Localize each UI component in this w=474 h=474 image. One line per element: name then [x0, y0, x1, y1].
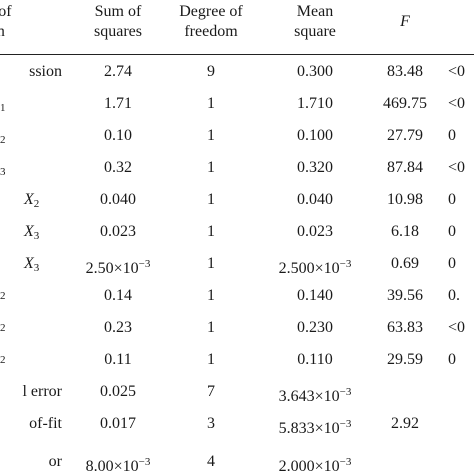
header-ss-line1: Sum of: [94, 3, 142, 20]
row-f-value: 6.18: [391, 223, 419, 240]
row-sum-of-squares: 0.10: [104, 127, 132, 144]
row-p-value: 0: [448, 127, 456, 144]
row-source: l error: [22, 383, 62, 400]
header-source-line2: tion: [0, 23, 5, 40]
row-sum-of-squares: 0.14: [104, 287, 132, 304]
row-degree-of-freedom: 1: [207, 255, 215, 272]
row-p-value: 0: [448, 191, 456, 208]
row-sum-of-squares: 2.50×10−3: [85, 258, 151, 277]
row-sum-of-squares: 0.32: [104, 159, 132, 176]
row-mean-square: 0.023: [297, 223, 333, 240]
row-p-value: <0: [448, 63, 466, 80]
row-mean-square: 0.230: [297, 319, 333, 336]
header-f: F: [400, 13, 410, 30]
row-mean-square: 1.710: [297, 95, 333, 112]
header-degree-of-freedom: Degree of freedom: [176, 2, 246, 42]
row-degree-of-freedom: 1: [207, 319, 215, 336]
row-p-value: 0: [448, 255, 456, 272]
row-degree-of-freedom: 1: [207, 191, 215, 208]
row-f-value: 27.79: [387, 127, 423, 144]
row-f-value: 87.84: [387, 159, 423, 176]
row-f-value: 2.92: [391, 415, 419, 432]
header-df-line2: freedom: [184, 23, 238, 40]
row-f-value: 10.98: [387, 191, 423, 208]
row-mean-square: 0.320: [297, 159, 333, 176]
row-mean-square: 2.500×10−3: [278, 258, 352, 277]
row-degree-of-freedom: 3: [207, 415, 215, 432]
row-mean-square: 0.300: [297, 63, 333, 80]
row-source: or: [48, 453, 62, 470]
header-rule: [0, 54, 474, 55]
row-mean-square: 2.000×10−3: [278, 456, 352, 474]
row-degree-of-freedom: 1: [207, 223, 215, 240]
row-sum-of-squares: 0.23: [104, 319, 132, 336]
row-f-value: 63.83: [387, 319, 423, 336]
row-degree-of-freedom: 1: [207, 127, 215, 144]
header-mean-square: Mean square: [260, 2, 370, 42]
row-mean-square: 0.040: [297, 191, 333, 208]
row-source: 3: [0, 166, 6, 178]
row-degree-of-freedom: 7: [207, 383, 215, 400]
row-source: 2: [0, 290, 6, 302]
row-degree-of-freedom: 9: [207, 63, 215, 80]
row-source: 2: [0, 354, 6, 366]
row-sum-of-squares: 1.71: [104, 95, 132, 112]
row-mean-square: 0.110: [297, 351, 333, 368]
row-source: 1: [0, 102, 6, 114]
row-mean-square: 5.833×10−3: [278, 418, 352, 437]
row-source: X3: [24, 223, 40, 242]
row-f-value: 469.75: [383, 95, 427, 112]
row-sum-of-squares: 0.040: [100, 191, 136, 208]
row-sum-of-squares: 0.11: [104, 351, 132, 368]
row-p-value: 0.: [448, 287, 460, 304]
row-p-value: <0: [448, 159, 466, 176]
header-ms-line2: square: [294, 23, 336, 40]
header-source-line1: ce of: [0, 3, 12, 20]
row-source: 2: [0, 322, 6, 334]
row-mean-square: 0.140: [297, 287, 333, 304]
row-p-value: 0: [448, 351, 456, 368]
row-f-value: 0.69: [391, 255, 419, 272]
row-degree-of-freedom: 1: [207, 95, 215, 112]
row-source: 2: [0, 134, 6, 146]
header-sum-of-squares: Sum of squares: [78, 2, 158, 42]
row-degree-of-freedom: 1: [207, 159, 215, 176]
row-degree-of-freedom: 1: [207, 351, 215, 368]
row-mean-square: 3.643×10−3: [278, 386, 352, 405]
row-f-value: 29.59: [387, 351, 423, 368]
row-sum-of-squares: 2.74: [104, 63, 132, 80]
row-degree-of-freedom: 1: [207, 287, 215, 304]
row-mean-square: 0.100: [297, 127, 333, 144]
row-source: ssion: [29, 63, 62, 80]
row-sum-of-squares: 0.025: [100, 383, 136, 400]
row-source: X2: [24, 191, 40, 210]
row-p-value: <0: [448, 319, 466, 336]
row-sum-of-squares: 8.00×10−3: [85, 456, 151, 474]
header-ss-line2: squares: [94, 23, 142, 40]
row-f-value: 39.56: [387, 287, 423, 304]
row-f-value: 83.48: [387, 63, 423, 80]
row-source: X3: [24, 255, 40, 274]
row-sum-of-squares: 0.023: [100, 223, 136, 240]
header-df-line1: Degree of: [179, 3, 243, 20]
row-degree-of-freedom: 4: [207, 453, 215, 470]
header-ms-line1: Mean: [296, 3, 334, 20]
header-source: ce of tion: [0, 2, 50, 42]
row-p-value: <0: [448, 95, 466, 112]
row-sum-of-squares: 0.017: [100, 415, 136, 432]
row-p-value: 0: [448, 223, 456, 240]
row-source: of-fit: [29, 415, 62, 432]
